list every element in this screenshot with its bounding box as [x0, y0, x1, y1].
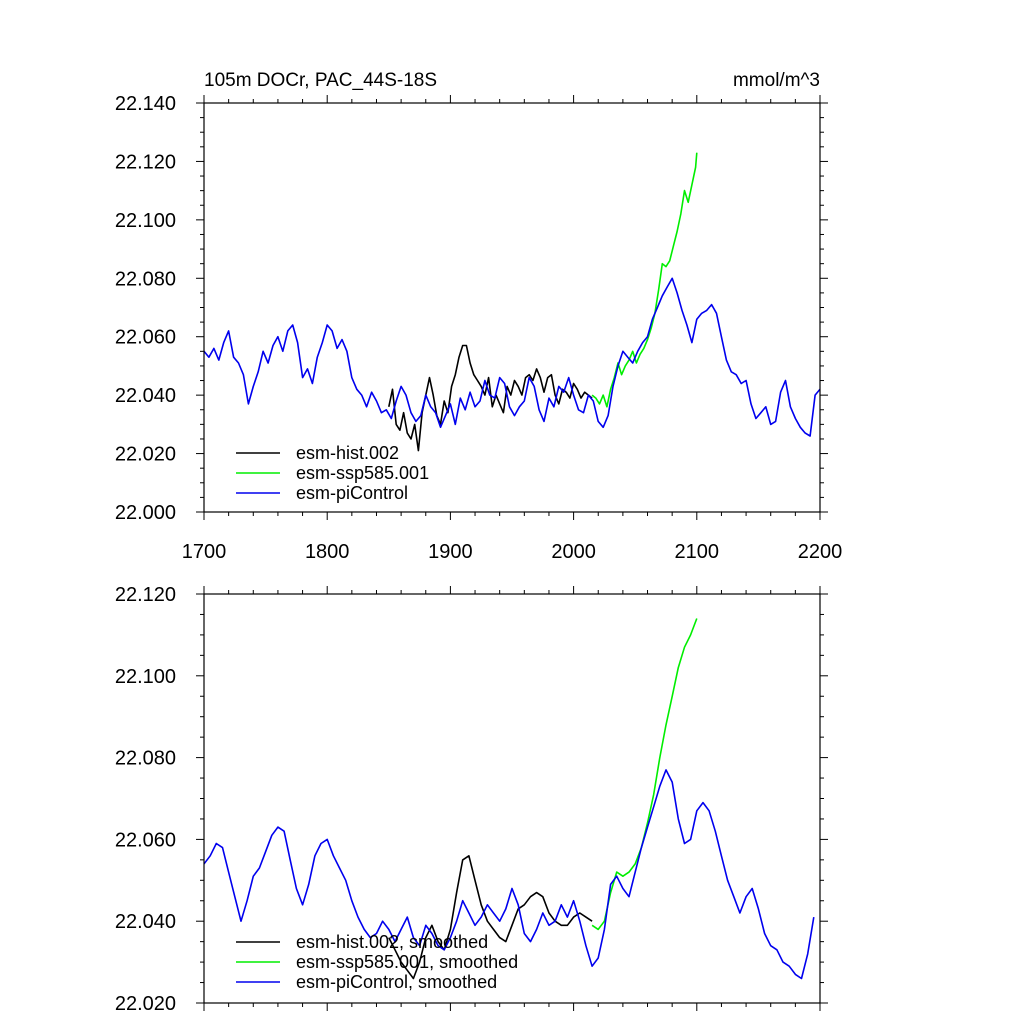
y-tick-label: 22.120: [115, 151, 176, 173]
x-tick-label: 2200: [798, 541, 843, 563]
y-tick-label: 22.120: [115, 584, 176, 606]
series-line-pic: [204, 277, 820, 437]
legend-label: esm-ssp585.001, smoothed: [296, 952, 518, 972]
legend-label: esm-piControl: [296, 483, 408, 503]
y-tick-label: 22.040: [115, 385, 176, 407]
legend-label: esm-hist.002: [296, 443, 399, 463]
series-line-pic: [204, 769, 815, 980]
plot-frame: [203, 102, 821, 513]
y-tick-label: 22.100: [115, 666, 176, 688]
x-tick-label: 1700: [182, 541, 227, 563]
units-label: mmol/m^3: [733, 70, 820, 91]
series-line-hist: [388, 854, 593, 980]
y-tick-label: 22.060: [115, 327, 176, 349]
series-line-hist: [388, 344, 593, 452]
legend-label: esm-piControl, smoothed: [296, 972, 497, 992]
y-tick-label: 22.100: [115, 210, 176, 232]
y-tick-label: 22.000: [115, 502, 176, 524]
top-panel: 105m DOCr, PAC_44S-18S mmol/m^3 22.000 22…: [115, 70, 842, 563]
legend-label: esm-hist.002, smoothed: [296, 932, 488, 952]
y-tick-label: 22.140: [115, 93, 176, 115]
x-tick-label: 1800: [305, 541, 350, 563]
legend-label: esm-ssp585.001: [296, 463, 429, 483]
y-tick-label: 22.060: [115, 829, 176, 851]
y-tick-label: 22.080: [115, 748, 176, 770]
series-line-ssp: [591, 618, 698, 931]
x-tick-label: 2000: [551, 541, 596, 563]
y-tick-label: 22.020: [115, 993, 176, 1015]
chart-title: 105m DOCr, PAC_44S-18S: [204, 70, 437, 91]
x-tick-label: 2100: [675, 541, 720, 563]
plot-frame: [203, 593, 821, 1004]
y-tick-label: 22.080: [115, 268, 176, 290]
y-tick-label: 22.020: [115, 444, 176, 466]
y-tick-label: 22.040: [115, 911, 176, 933]
series-line-ssp: [591, 152, 698, 408]
x-tick-label: 1900: [428, 541, 473, 563]
bottom-panel: 22.020 22.040 22.060 22.080 22.100 22.120 esm-…: [115, 584, 828, 1015]
